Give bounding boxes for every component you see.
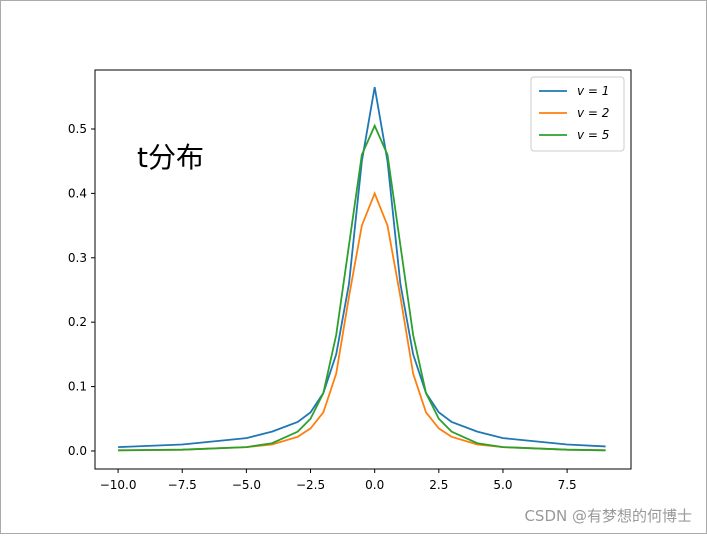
x-tick-label: −2.5: [296, 478, 325, 492]
x-tick-label: 2.5: [429, 478, 448, 492]
line: [118, 86, 606, 449]
y-tick-label: 0.2: [68, 315, 87, 329]
x-tick-label: −7.5: [168, 478, 197, 492]
legend-label: v = 5: [577, 128, 609, 142]
x-tick-label: 7.5: [558, 478, 577, 492]
legend-label: v = 2: [577, 106, 609, 120]
axes-frame: [94, 69, 632, 470]
watermark: CSDN @有梦想的何博士: [524, 507, 692, 525]
y-tick-label: 0.5: [68, 122, 87, 136]
y-tick-label: 0.4: [68, 186, 87, 200]
annotation: t分布: [137, 141, 204, 174]
line: [118, 190, 606, 452]
y-tick-label: 0.1: [68, 380, 87, 394]
line: [118, 123, 606, 452]
x-tick-label: −10.0: [100, 478, 137, 492]
x-tick-label: −5.0: [232, 478, 261, 492]
y-tick-label: 0.0: [68, 444, 87, 458]
legend-box: [530, 76, 625, 152]
y-tick-label: 0.3: [68, 251, 87, 265]
x-tick-label: 5.0: [493, 478, 512, 492]
legend-label: v = 1: [577, 84, 609, 98]
x-tick-label: 0.0: [365, 478, 384, 492]
